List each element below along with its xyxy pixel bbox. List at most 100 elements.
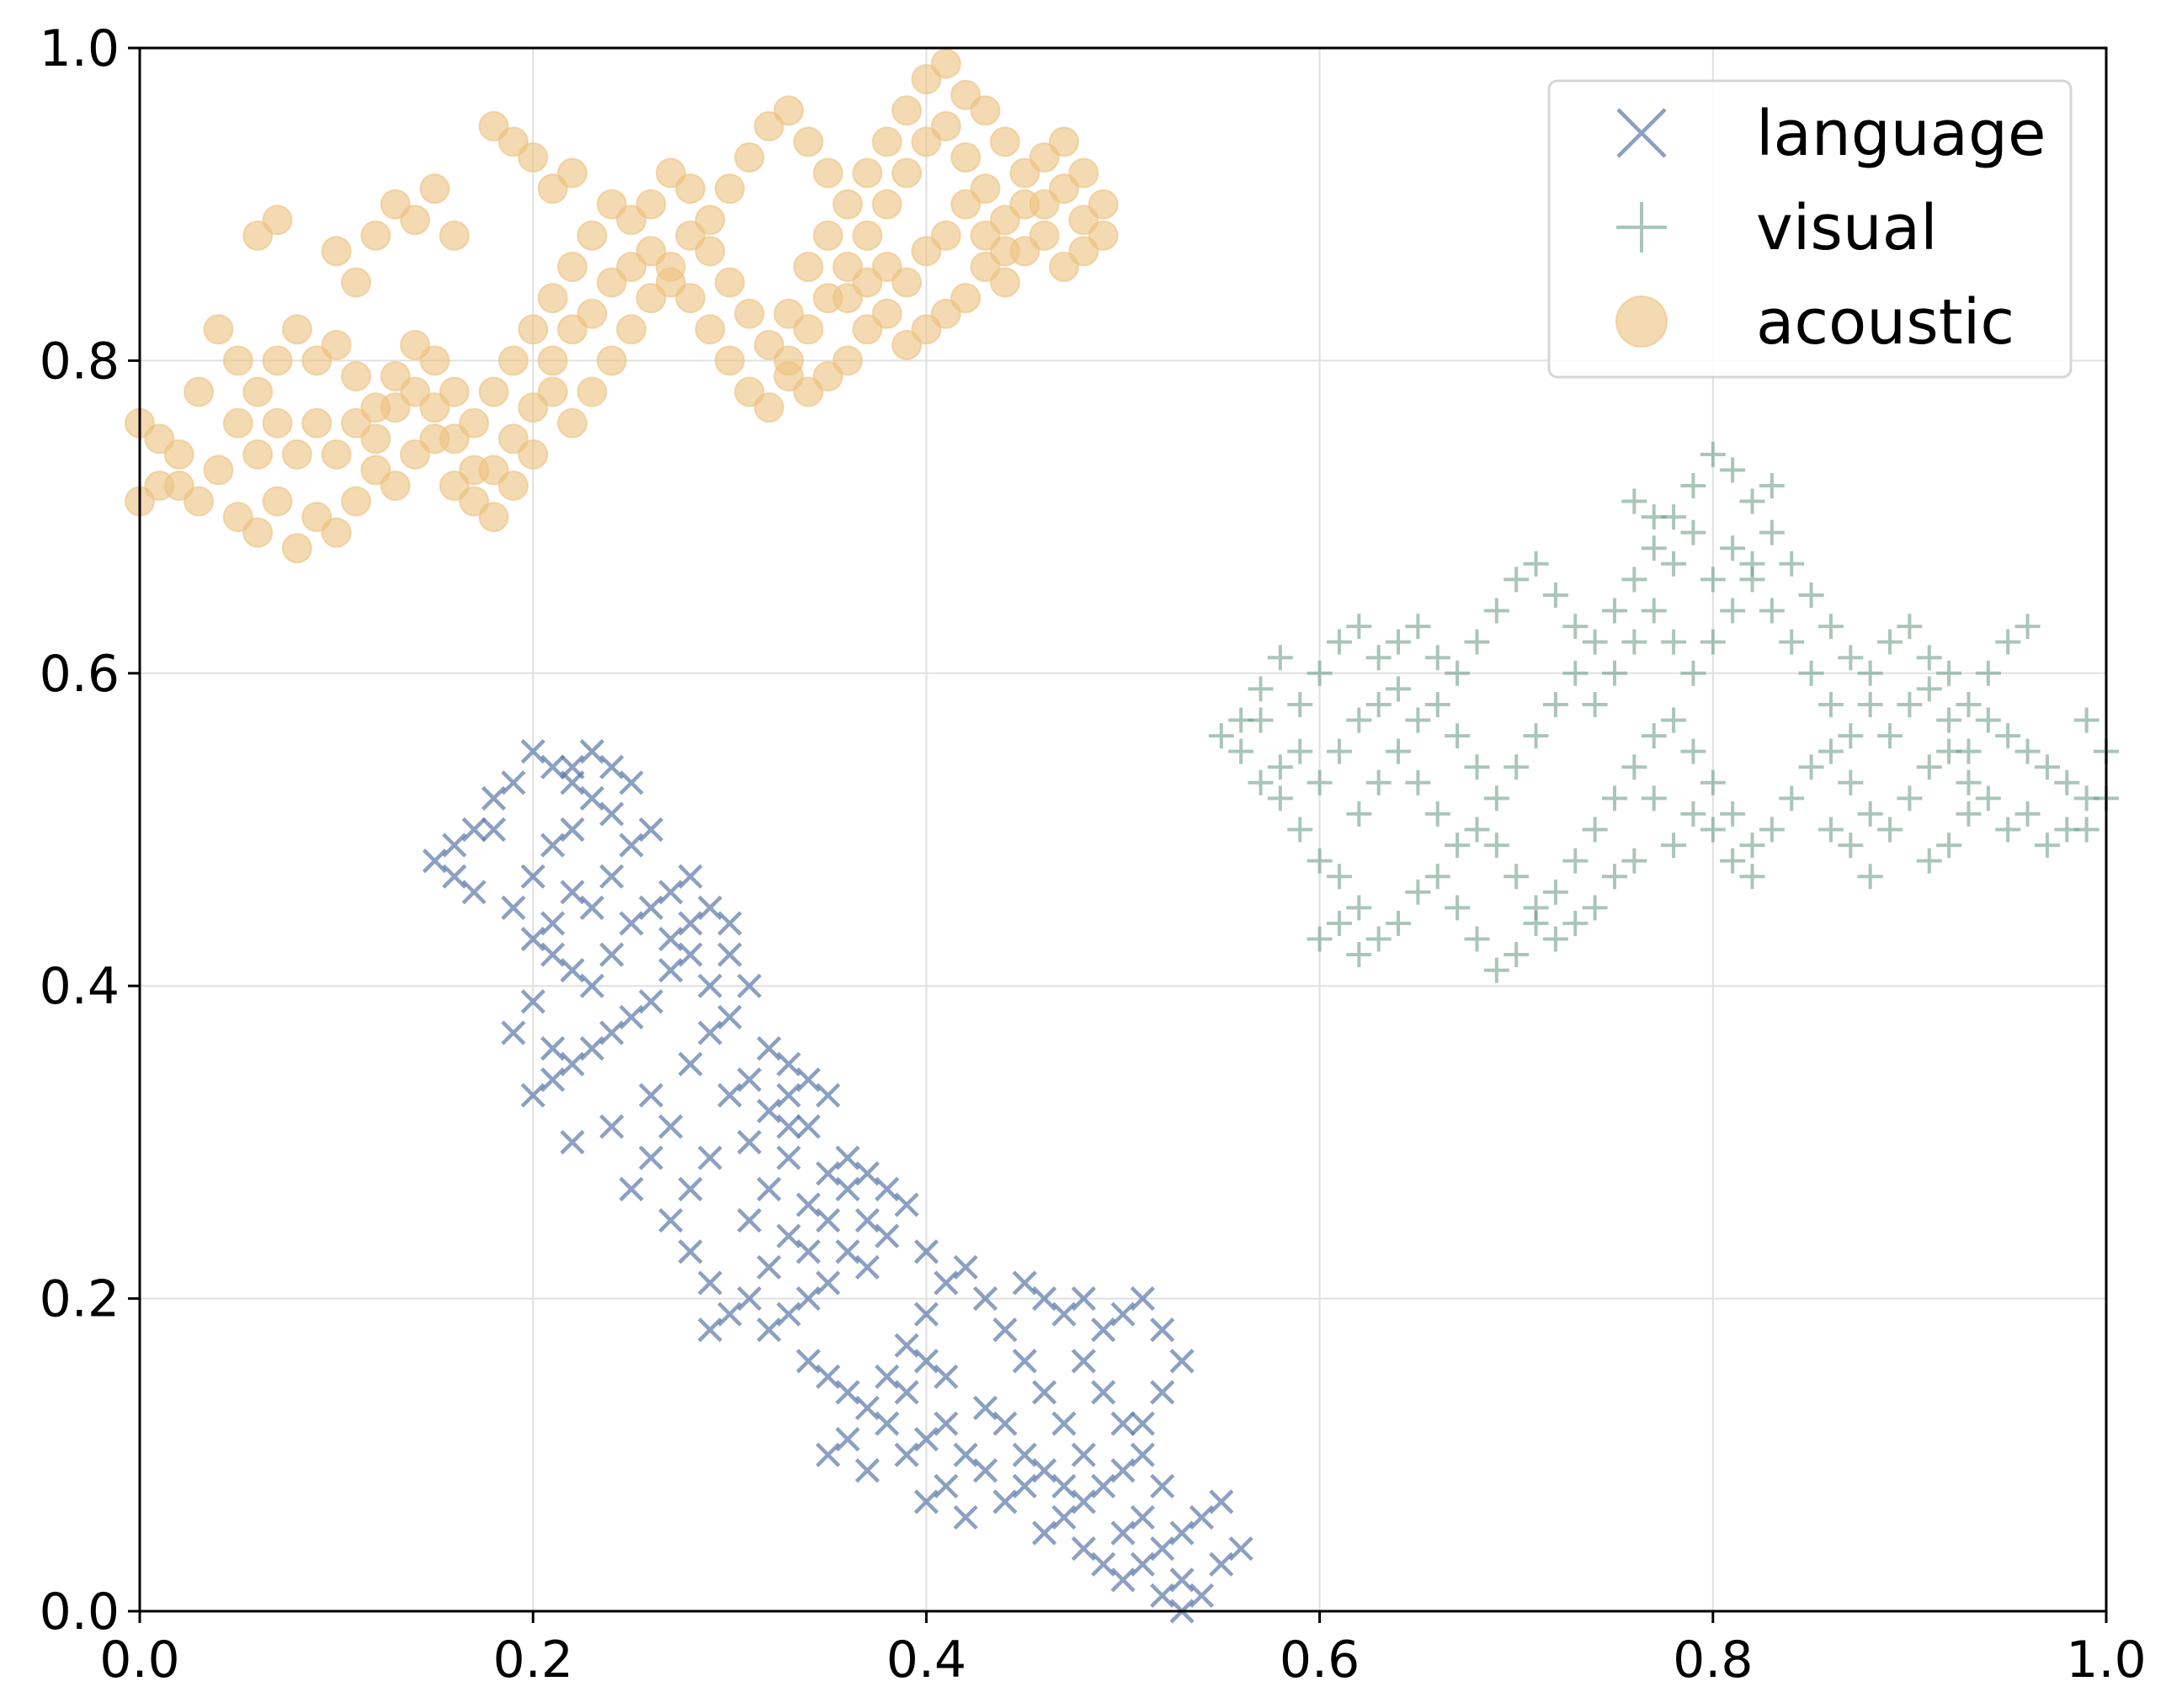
language-point [520,989,545,1014]
language-point [854,1161,880,1186]
acoustic-point [714,173,745,205]
language-point [1150,1583,1175,1609]
acoustic-point [537,345,568,376]
visual-point [1248,769,1274,795]
visual-point [1759,472,1785,498]
visual-point [1326,910,1352,936]
visual-point [1503,864,1530,890]
visual-point [1661,551,1687,577]
language-point [756,1177,782,1202]
acoustic-point [950,141,982,173]
visual-point [1445,723,1471,749]
language-point [1091,1551,1116,1577]
language-point [1169,1349,1195,1374]
language-point [658,880,684,905]
acoustic-point [852,157,883,189]
language-point [638,817,663,843]
acoustic-point [360,220,391,251]
visual-point [2073,817,2099,843]
acoustic-point [360,423,391,455]
acoustic-point [498,470,529,501]
acoustic-point [301,345,333,376]
x-tick-label: 0.4 [886,1631,966,1689]
language-point [422,849,447,874]
language-point [579,1035,604,1062]
visual-point [2034,754,2060,780]
visual-point [1464,817,1490,843]
language-point [1209,1551,1234,1577]
language-point [875,1364,900,1390]
language-point [1031,1380,1057,1405]
visual-point [1386,738,1412,764]
visual-point [1857,660,1883,686]
language-point [854,1208,880,1233]
language-point [520,739,545,764]
visual-point [1386,629,1412,655]
language-point [1071,1536,1096,1562]
acoustic-point [734,376,765,407]
visual-point [1326,629,1352,655]
acoustic-point [596,345,627,376]
acoustic-point [262,486,293,517]
visual-point [1326,738,1352,764]
visual-point [1817,614,1844,640]
visual-point [1483,957,1509,983]
language-point [599,1020,625,1046]
language-point [835,1239,860,1264]
visual-point [1995,817,2021,843]
language-point [560,817,585,843]
language-point [875,1411,900,1436]
language-point [717,1083,742,1108]
visual-point [1857,864,1883,890]
visual-point [1602,660,1627,686]
language-point [835,1380,860,1405]
acoustic-point [989,236,1020,267]
language-point [697,895,723,920]
visual-point [1621,567,1647,593]
acoustic-point [203,455,234,486]
language-point [579,739,604,764]
language-point [1051,1301,1077,1327]
visual-point [2014,801,2041,827]
visual-point [1542,582,1568,608]
visual-point [1700,629,1726,655]
acoustic-point [714,345,745,376]
language-point [816,1270,841,1296]
language-point [579,973,604,998]
visual-point [2014,738,2041,764]
language-point [756,1035,782,1062]
visual-point [1445,895,1471,921]
language-point [737,1286,762,1312]
acoustic-point [970,95,1001,126]
acoustic-point [832,189,863,220]
visual-point [1346,895,1372,921]
y-tick-label: 0.8 [40,332,120,391]
acoustic-point [695,236,726,267]
acoustic-point [616,251,647,282]
acoustic-point [556,251,588,282]
language-point [520,864,545,889]
x-tick-label: 0.0 [99,1631,179,1689]
visual-point [1365,691,1392,717]
acoustic-point [281,533,312,564]
visual-point [1542,691,1568,717]
language-point [678,1177,703,1202]
language-point [913,1489,939,1514]
acoustic-point [616,314,647,345]
visual-point [1720,848,1746,874]
visual-point [1424,645,1450,671]
language-point [993,1489,1018,1514]
visual-point [1916,676,1942,702]
language-point [1130,1286,1155,1312]
language-point [501,1020,526,1046]
acoustic-point [459,455,490,486]
x-tick-label: 0.6 [1280,1631,1360,1689]
language-point [894,1192,919,1217]
visual-point [1877,817,1903,843]
acoustic-point [577,298,608,329]
language-point [658,1114,684,1139]
visual-point [1503,942,1530,968]
language-point [717,1004,742,1030]
language-point [560,754,585,780]
language-point [1150,1473,1175,1499]
